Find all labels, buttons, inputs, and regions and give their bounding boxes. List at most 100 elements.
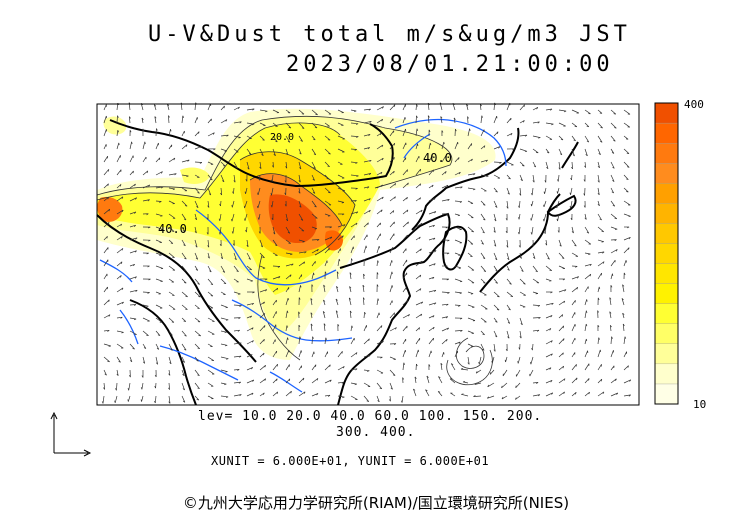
wind-arrow <box>584 338 587 345</box>
wind-arrow <box>584 148 588 157</box>
wind-arrow <box>545 302 554 306</box>
wind-arrow <box>233 381 241 384</box>
wind-arrow-head <box>342 396 345 399</box>
wind-arrow <box>324 187 331 194</box>
wind-arrow <box>389 312 395 319</box>
wind-arrow <box>610 135 616 142</box>
color-scale-swatch <box>654 203 679 224</box>
wind-arrow <box>181 369 185 376</box>
wind-arrow-head <box>133 264 135 267</box>
wind-arrow-head <box>434 289 437 292</box>
wind-arrow <box>311 226 318 230</box>
wind-arrow <box>116 261 123 267</box>
wind-arrow <box>285 310 288 319</box>
wind-arrow <box>558 289 567 293</box>
wind-arrow <box>460 368 469 371</box>
wind-arrow-head <box>220 192 222 196</box>
wind-arrow-head <box>278 276 281 279</box>
wind-arrow-head <box>212 132 215 135</box>
wind-arrow <box>363 369 370 372</box>
wind-arrow-head <box>483 270 486 272</box>
wind-arrow <box>285 378 291 384</box>
wind-arrow-head <box>413 388 416 391</box>
wind-arrow-head <box>264 325 266 328</box>
wind-arrow-head <box>428 364 431 367</box>
wind-arrow-head <box>583 193 585 196</box>
wind-arrow-head <box>168 115 170 118</box>
wind-arrow <box>415 288 422 293</box>
wind-arrow <box>441 291 450 293</box>
wind-arrow <box>168 265 176 271</box>
wind-arrow-head <box>518 217 520 220</box>
wind-arrow <box>116 287 124 293</box>
wind-arrow <box>246 122 255 125</box>
wind-arrow-head <box>183 269 187 272</box>
wind-arrow <box>181 395 186 403</box>
wind-arrow-head <box>628 394 631 397</box>
wind-arrow <box>461 393 469 397</box>
wind-arrow <box>272 363 278 371</box>
wind-arrow <box>402 234 408 241</box>
wind-arrow <box>298 135 303 142</box>
wind-arrow-head <box>562 352 564 355</box>
wind-arrow-head <box>621 298 624 301</box>
wind-arrow-head <box>482 333 485 336</box>
wind-arrow <box>467 143 472 150</box>
wind-arrow <box>506 278 512 285</box>
wind-arrow-head <box>551 302 554 305</box>
wind-arrow-head <box>314 126 318 129</box>
wind-arrow-head <box>313 167 316 169</box>
wind-arrow <box>272 265 280 267</box>
wind-arrow-head <box>393 312 395 315</box>
wind-arrow-head <box>393 157 395 160</box>
wind-arrow <box>259 135 265 141</box>
wind-arrow <box>376 369 384 374</box>
wind-arrow <box>259 313 266 319</box>
wind-arrow <box>493 131 499 137</box>
wind-arrow <box>103 115 107 124</box>
wind-arrow-head <box>197 192 200 194</box>
wind-arrow <box>532 252 536 259</box>
wind-arrow <box>376 233 381 241</box>
wind-arrow-head <box>445 265 448 268</box>
wind-arrow <box>103 222 110 228</box>
wind-arrow <box>194 161 202 163</box>
wind-arrow-head <box>147 199 150 202</box>
wind-arrow-head <box>499 162 502 164</box>
wind-arrow <box>480 252 486 259</box>
wind-arrow-head <box>381 119 384 122</box>
wind-arrow-head <box>329 379 332 383</box>
wind-arrow <box>350 222 358 228</box>
wind-arrow <box>558 148 563 156</box>
wind-arrow <box>389 382 393 390</box>
wind-arrow <box>142 330 149 336</box>
wind-arrow <box>532 265 538 273</box>
wind-arrow-head <box>408 314 410 317</box>
wind-arrow <box>298 122 305 129</box>
wind-arrow <box>623 394 631 397</box>
wind-arrow <box>194 265 199 271</box>
wind-arrow-head <box>234 258 237 261</box>
wind-arrow-head <box>356 136 359 138</box>
color-scale-swatch <box>654 363 679 385</box>
wind-arrow <box>259 148 264 156</box>
wind-arrow <box>154 395 157 404</box>
wind-arrow-head <box>121 301 124 305</box>
wind-arrow <box>428 302 437 306</box>
wind-arrow <box>506 317 511 324</box>
wind-arrow <box>233 355 242 358</box>
wind-arrow <box>363 338 370 345</box>
wind-arrow <box>259 378 266 384</box>
wind-arrow-head <box>471 158 473 162</box>
wind-arrow-head <box>135 197 137 200</box>
wind-arrow <box>467 356 470 365</box>
wind-arrow <box>310 323 313 332</box>
wind-arrow <box>285 109 291 114</box>
wind-arrow <box>259 161 262 169</box>
wind-arrow <box>142 170 149 176</box>
wind-arrow-head <box>467 116 469 119</box>
wind-arrow-head <box>207 205 210 208</box>
wind-arrow <box>311 161 316 169</box>
wind-arrow <box>487 395 495 399</box>
wind-arrow <box>246 392 254 397</box>
